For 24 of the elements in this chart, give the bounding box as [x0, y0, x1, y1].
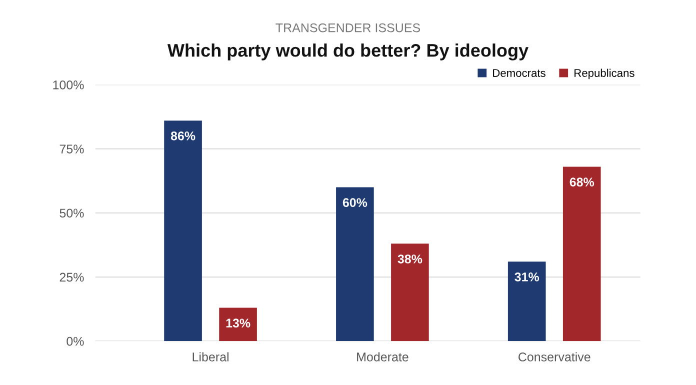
- data-label: 86%: [170, 131, 196, 140]
- y-tick-label: 0%: [66, 336, 84, 346]
- y-tick-label: 50%: [60, 208, 84, 218]
- y-tick-label: 75%: [60, 144, 84, 154]
- data-label: 60%: [342, 198, 368, 208]
- bar: [164, 120, 202, 342]
- bar: [508, 262, 546, 342]
- bar: [219, 308, 257, 342]
- y-tick-label: 25%: [60, 272, 84, 282]
- legend-label: Republicans: [574, 68, 634, 80]
- data-label: 31%: [514, 272, 540, 282]
- bar: [562, 166, 601, 342]
- chart-title: Which party would do better? By ideology: [167, 44, 528, 60]
- legend-label: Democrats: [493, 69, 546, 77]
- x-tick-label: Conservative: [518, 352, 590, 362]
- chart-subtitle: TRANSGENDER ISSUES: [276, 23, 420, 32]
- data-label: 38%: [398, 254, 422, 264]
- bar: [391, 244, 429, 342]
- x-tick-label: Moderate: [357, 352, 408, 362]
- data-label: 13%: [226, 318, 250, 328]
- bar: [336, 187, 374, 342]
- x-tick-label: Liberal: [192, 352, 228, 362]
- y-tick-label: 100%: [53, 80, 84, 90]
- data-label: 68%: [570, 178, 594, 187]
